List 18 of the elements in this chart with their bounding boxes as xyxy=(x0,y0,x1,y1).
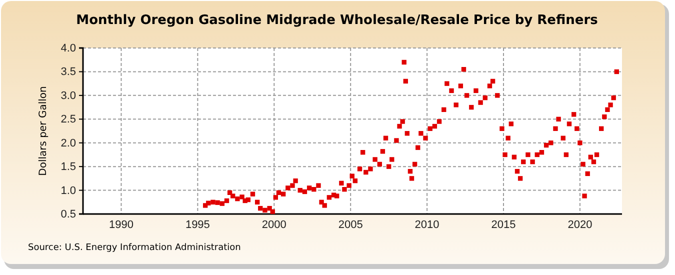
y-tick-label: 2.0 xyxy=(60,137,76,150)
x-tick-label: 2020 xyxy=(568,218,592,231)
y-tick-label: 2.5 xyxy=(60,114,76,126)
y-tick-label: 1.0 xyxy=(60,184,76,197)
y-axis-title: Dollars per Gallon xyxy=(38,86,49,176)
x-tick-label: 1995 xyxy=(185,218,210,231)
chart-title: Monthly Oregon Gasoline Midgrade Wholesale/Resale Price by Refiners xyxy=(76,13,598,28)
y-tick-label: 1.5 xyxy=(60,161,76,174)
x-tick-label: 2010 xyxy=(414,218,440,231)
y-tick-label: 3.5 xyxy=(60,66,76,78)
y-tick-label: 3.0 xyxy=(60,90,76,102)
x-tick-label: 2015 xyxy=(491,218,516,231)
source-note: Source: U.S. Energy Information Administration xyxy=(28,243,241,253)
x-tick-label: 1990 xyxy=(108,218,134,231)
x-tick-label: 2005 xyxy=(338,218,363,231)
y-tick-label: 0.5 xyxy=(60,208,76,221)
y-tick-label: 4.0 xyxy=(60,42,76,55)
x-tick-label: 2000 xyxy=(262,218,286,231)
